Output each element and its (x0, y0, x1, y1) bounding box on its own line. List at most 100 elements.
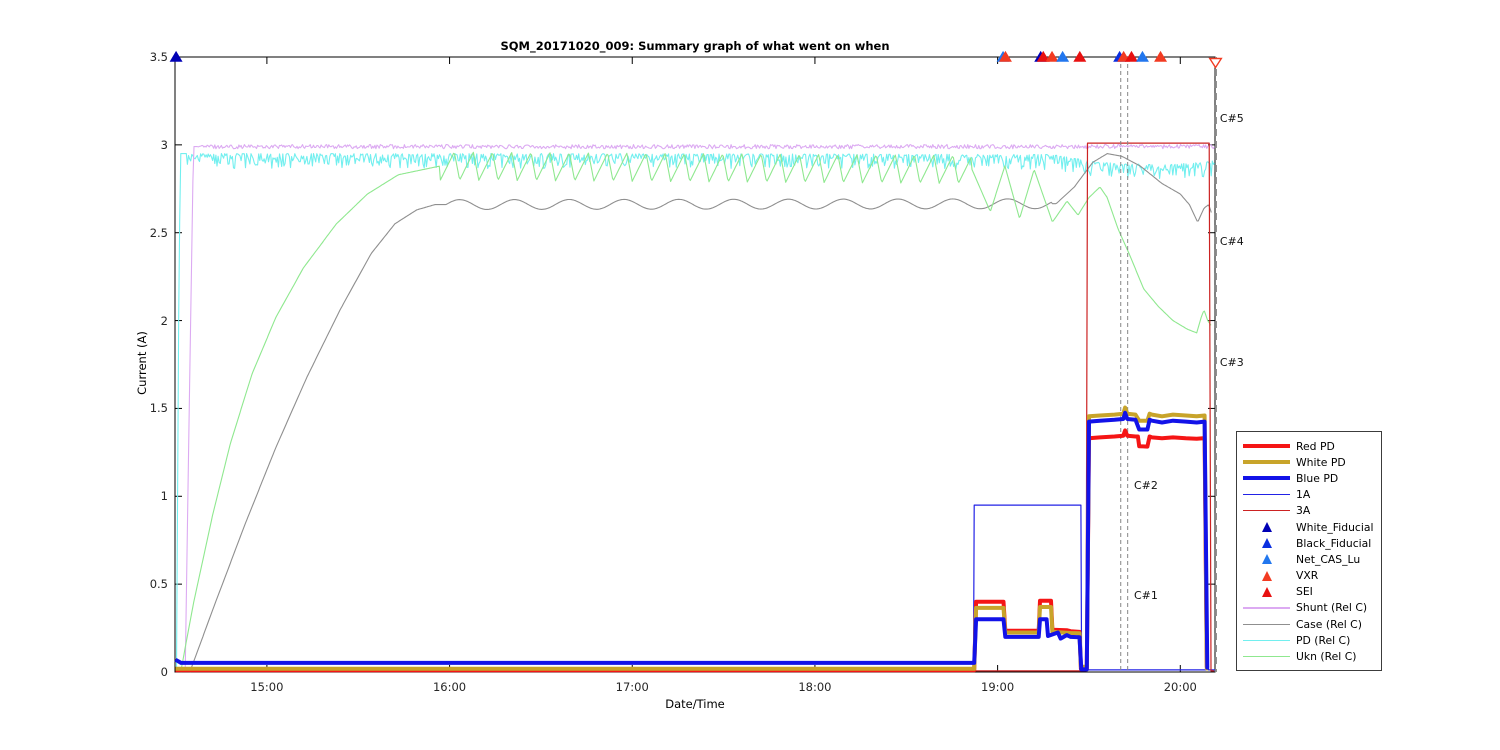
series-white-pd (175, 405, 1209, 671)
legend-item-label: Shunt (Rel C) (1296, 601, 1368, 615)
legend-line (1243, 607, 1290, 609)
y-tick-label: 3.5 (149, 50, 168, 64)
marker-sei (1073, 50, 1087, 62)
legend-item-ukn-rel-c-: Ukn (Rel C) (1243, 648, 1381, 664)
y-tick-label: 0 (160, 665, 168, 679)
y-tick-label: 2.5 (149, 225, 168, 240)
legend-item-label: Black_Fiducial (1296, 536, 1372, 550)
legend-item-case-rel-c-: Case (Rel C) (1243, 616, 1381, 632)
legend-line (1243, 476, 1290, 481)
legend-item-label: SEI (1296, 585, 1313, 599)
y-tick-label: 3 (160, 137, 168, 152)
x-tick-label: 17:00 (615, 680, 649, 694)
y-tick-label: 0.5 (149, 577, 168, 592)
legend-triangle-swatch (1243, 586, 1290, 597)
legend-line-swatch (1243, 510, 1290, 512)
series-ukn-rel-c- (180, 151, 1212, 673)
legend-item-label: Red PD (1296, 439, 1335, 453)
triangle-marker-icon (1261, 522, 1272, 533)
axes-box (174, 56, 1216, 673)
y-tick-label: 2 (160, 313, 168, 328)
x-tick-label: 16:00 (432, 680, 467, 694)
marker-sei (1036, 50, 1050, 62)
series-shunt-rel-c- (184, 143, 1215, 673)
legend-item-label: Blue PD (1296, 471, 1339, 485)
legend-line (1243, 639, 1290, 641)
marker-vxr (1154, 50, 1168, 62)
legend-item-1a: 1A (1243, 487, 1381, 503)
marker-net-cas-lu (1135, 50, 1149, 62)
series-case-rel-c- (189, 153, 1212, 673)
marker-vxr (1117, 50, 1131, 62)
legend-line (1243, 494, 1290, 496)
triangle-marker-icon (1261, 570, 1272, 581)
series-blue-pd (174, 410, 1210, 672)
y-axis-label: Current (A) (135, 331, 149, 395)
y-tick-label: 1 (160, 489, 168, 504)
annotation-c3: C#3 (1219, 355, 1244, 369)
legend-item-white-fiducial: White_Fiducial (1243, 519, 1381, 535)
legend-item-label: Ukn (Rel C) (1296, 650, 1357, 664)
legend-item-label: White_Fiducial (1296, 520, 1374, 534)
legend-item-label: Net_CAS_Lu (1296, 552, 1361, 566)
marker-end-flag (1208, 57, 1223, 69)
x-tick-label: 15:00 (250, 680, 284, 694)
x-tick-label: 19:00 (981, 680, 1015, 694)
x-tick-label: 18:00 (798, 680, 832, 694)
legend-line (1243, 460, 1290, 465)
chart-title: SQM_20171020_009: Summary graph of what … (500, 39, 890, 53)
legend-item-net-cas-lu: Net_CAS_Lu (1243, 551, 1381, 567)
series-3a (175, 142, 1215, 672)
legend-item-label: Case (Rel C) (1296, 617, 1362, 631)
legend-triangle-swatch (1243, 570, 1290, 581)
legend-line-swatch (1243, 607, 1290, 609)
legend-triangle-swatch (1243, 554, 1290, 565)
legend-item-blue-pd: Blue PD (1243, 470, 1381, 486)
legend-item-label: PD (Rel C) (1296, 633, 1351, 647)
legend-item-label: 3A (1296, 504, 1311, 518)
legend-item-label: 1A (1296, 488, 1311, 502)
triangle-marker-icon (1261, 554, 1272, 565)
legend-line-swatch (1243, 639, 1290, 641)
annotation-c1: C#1 (1133, 589, 1158, 603)
y-tick-label: 1.5 (149, 401, 168, 416)
marker-white-fiducial (169, 50, 183, 62)
legend-item-sei: SEI (1243, 584, 1381, 600)
legend-line-swatch (1243, 623, 1290, 625)
legend-line-swatch (1243, 460, 1290, 465)
legend-line (1243, 655, 1290, 658)
legend-triangle-swatch (1243, 538, 1290, 549)
legend-line (1243, 623, 1290, 625)
marker-vxr (998, 50, 1012, 62)
legend-line-swatch (1243, 444, 1290, 449)
marker-vxr (1045, 50, 1059, 62)
legend-item-red-pd: Red PD (1243, 438, 1381, 454)
legend-item-white-pd: White PD (1243, 454, 1381, 470)
legend-item-shunt-rel-c-: Shunt (Rel C) (1243, 600, 1381, 616)
marker-net-cas-lu (1056, 50, 1070, 62)
legend-line-swatch (1243, 476, 1290, 481)
legend-item-vxr: VXR (1243, 568, 1381, 584)
legend-line (1243, 444, 1290, 449)
triangle-marker-icon (1261, 538, 1272, 549)
x-axis-label: Date/Time (665, 697, 725, 711)
legend-item-3a: 3A (1243, 503, 1381, 519)
legend-triangle-swatch (1243, 522, 1290, 533)
series-pd-rel-c- (175, 153, 1215, 673)
legend: Red PD White PD Blue PD 1A 3A White_Fiducial B… (1236, 431, 1382, 671)
annotation-c2: C#2 (1133, 478, 1158, 492)
series-1a (175, 504, 1215, 671)
annotation-c4: C#4 (1219, 234, 1244, 248)
legend-item-black-fiducial: Black_Fiducial (1243, 535, 1381, 551)
legend-item-label: VXR (1296, 569, 1319, 583)
x-tick-label: 20:00 (1163, 680, 1197, 694)
legend-line-swatch (1243, 655, 1290, 658)
marker-sei (1125, 50, 1138, 62)
legend-line (1243, 510, 1290, 512)
triangle-marker-icon (1261, 586, 1272, 597)
legend-item-label: White PD (1296, 455, 1346, 469)
annotation-c5: C#5 (1219, 111, 1244, 125)
legend-item-pd-rel-c-: PD (Rel C) (1243, 632, 1381, 648)
legend-line-swatch (1243, 494, 1290, 496)
